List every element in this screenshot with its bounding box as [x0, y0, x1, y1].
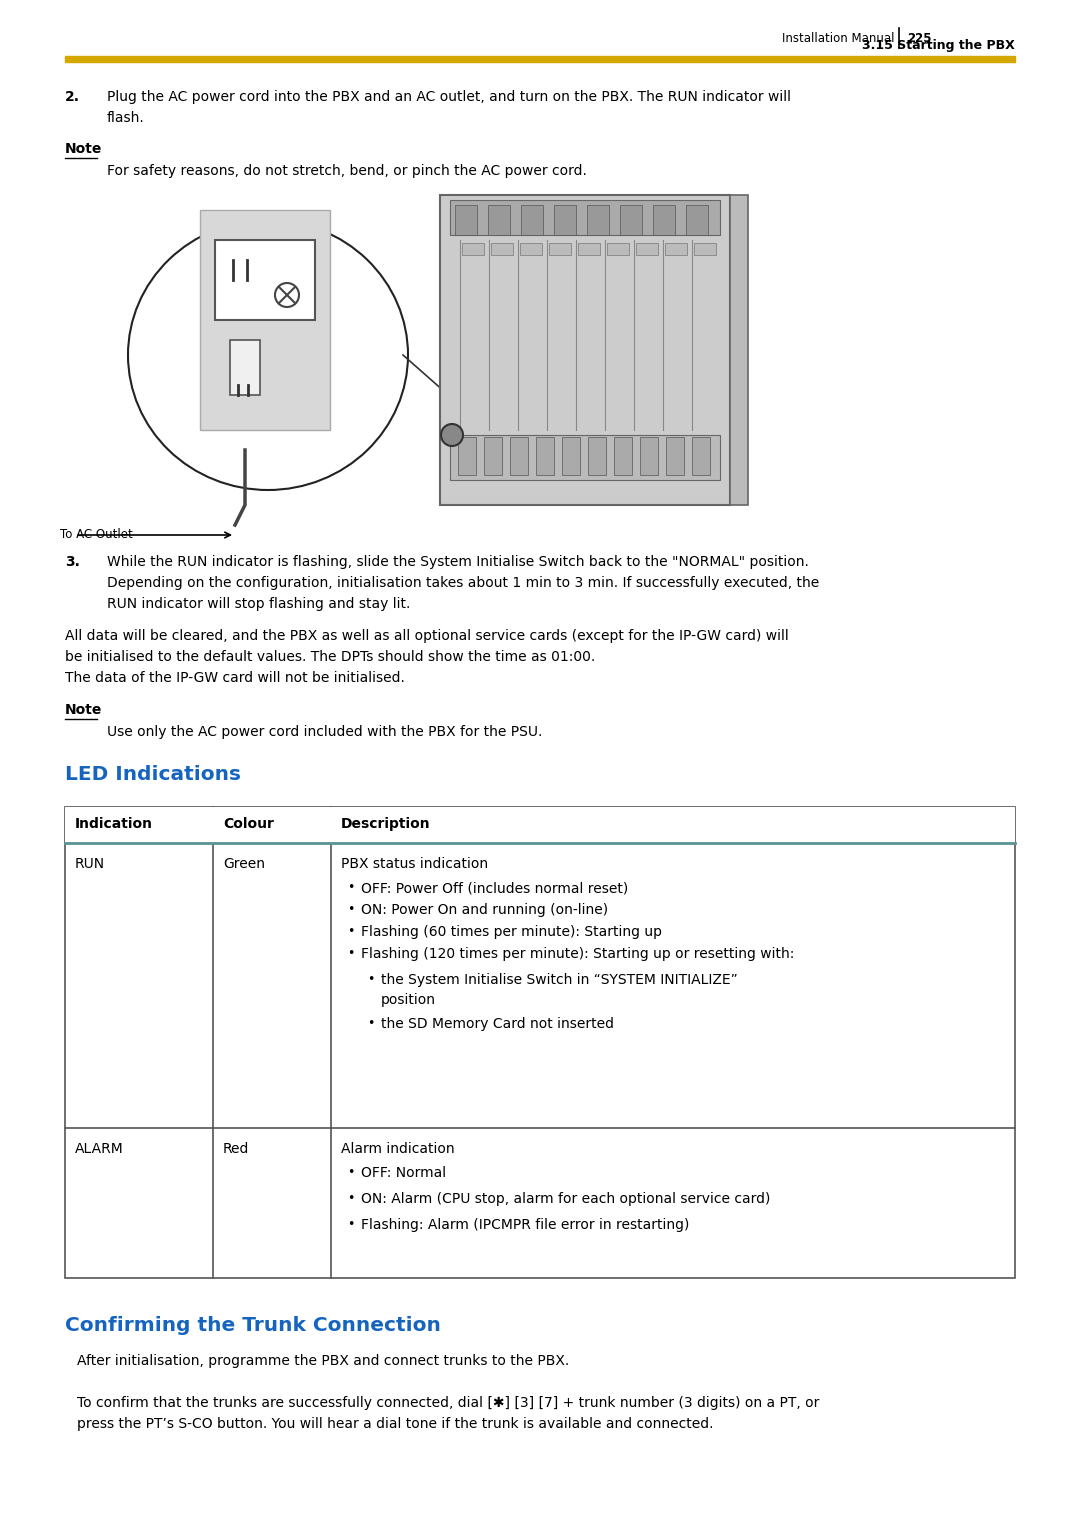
Text: To confirm that the trunks are successfully connected, dial [✱] [3] [7] + trunk : To confirm that the trunks are successfu…: [77, 1397, 820, 1410]
Bar: [450, 435, 720, 480]
Text: After initialisation, programme the PBX and connect trunks to the PBX.: After initialisation, programme the PBX …: [77, 1354, 569, 1368]
Bar: [491, 243, 513, 255]
Bar: [686, 205, 708, 235]
Text: 225: 225: [907, 32, 931, 44]
Text: •: •: [347, 947, 354, 960]
Text: Red: Red: [222, 1141, 249, 1157]
Bar: [65, 807, 1015, 843]
Text: •: •: [347, 1218, 354, 1232]
Text: 2.: 2.: [65, 90, 80, 104]
Text: To AC Outlet: To AC Outlet: [60, 529, 133, 541]
Bar: [521, 205, 543, 235]
Text: Plug the AC power cord into the PBX and an AC outlet, and turn on the PBX. The R: Plug the AC power cord into the PBX and …: [107, 90, 791, 104]
Text: •: •: [347, 924, 354, 938]
Text: PBX status indication: PBX status indication: [341, 857, 488, 871]
Bar: [578, 243, 600, 255]
Bar: [607, 243, 629, 255]
Bar: [554, 205, 576, 235]
Text: 3.: 3.: [65, 555, 80, 568]
Text: LED Indications: LED Indications: [65, 766, 241, 784]
Text: All data will be cleared, and the PBX as well as all optional service cards (exc: All data will be cleared, and the PBX as…: [65, 630, 788, 643]
Text: 3.15 Starting the PBX: 3.15 Starting the PBX: [862, 40, 1015, 52]
Text: •: •: [347, 903, 354, 915]
Text: Description: Description: [341, 817, 431, 831]
Bar: [458, 437, 476, 475]
Bar: [549, 243, 571, 255]
Text: Indication: Indication: [75, 817, 153, 831]
Text: Note: Note: [65, 142, 103, 156]
Text: Confirming the Trunk Connection: Confirming the Trunk Connection: [65, 1316, 441, 1335]
Bar: [455, 205, 477, 235]
Text: While the RUN indicator is flashing, slide the System Initialise Switch back to : While the RUN indicator is flashing, sli…: [107, 555, 809, 568]
Bar: [510, 437, 528, 475]
Bar: [462, 243, 484, 255]
Text: RUN: RUN: [75, 857, 105, 871]
Text: press the PT’s S-CO button. You will hear a dial tone if the trunk is available : press the PT’s S-CO button. You will hea…: [77, 1416, 714, 1432]
Bar: [615, 437, 632, 475]
Bar: [536, 437, 554, 475]
Text: flash.: flash.: [107, 112, 145, 125]
Text: position: position: [381, 993, 436, 1007]
Text: OFF: Normal: OFF: Normal: [361, 1166, 446, 1180]
Bar: [636, 243, 658, 255]
Bar: [450, 200, 720, 235]
Text: •: •: [347, 1166, 354, 1180]
Text: RUN indicator will stop flashing and stay lit.: RUN indicator will stop flashing and sta…: [107, 597, 410, 611]
Bar: [440, 196, 730, 504]
Bar: [620, 205, 642, 235]
Text: ALARM: ALARM: [75, 1141, 124, 1157]
Text: Note: Note: [65, 703, 103, 717]
Bar: [730, 196, 748, 504]
Bar: [488, 205, 510, 235]
Text: The data of the IP-GW card will not be initialised.: The data of the IP-GW card will not be i…: [65, 671, 405, 685]
Text: ON: Alarm (CPU stop, alarm for each optional service card): ON: Alarm (CPU stop, alarm for each opti…: [361, 1192, 770, 1206]
Bar: [588, 437, 606, 475]
Text: Flashing (60 times per minute): Starting up: Flashing (60 times per minute): Starting…: [361, 924, 662, 940]
Bar: [65, 807, 1015, 1277]
Text: •: •: [347, 1192, 354, 1206]
Bar: [588, 205, 609, 235]
Text: be initialised to the default values. The DPTs should show the time as 01:00.: be initialised to the default values. Th…: [65, 649, 595, 665]
Text: Flashing: Alarm (IPCMPR file error in restarting): Flashing: Alarm (IPCMPR file error in re…: [361, 1218, 689, 1232]
Bar: [653, 205, 675, 235]
Bar: [692, 437, 710, 475]
Text: •: •: [367, 1018, 375, 1030]
Text: OFF: Power Off (includes normal reset): OFF: Power Off (includes normal reset): [361, 882, 629, 895]
Bar: [640, 437, 658, 475]
Text: the SD Memory Card not inserted: the SD Memory Card not inserted: [381, 1018, 615, 1031]
Text: Alarm indication: Alarm indication: [341, 1141, 455, 1157]
Bar: [230, 341, 260, 396]
Bar: [200, 209, 330, 429]
Text: Depending on the configuration, initialisation takes about 1 min to 3 min. If su: Depending on the configuration, initiali…: [107, 576, 820, 590]
Bar: [666, 437, 684, 475]
Text: •: •: [367, 973, 375, 986]
Text: Use only the AC power cord included with the PBX for the PSU.: Use only the AC power cord included with…: [107, 724, 542, 740]
Text: Flashing (120 times per minute): Starting up or resetting with:: Flashing (120 times per minute): Startin…: [361, 947, 795, 961]
Bar: [562, 437, 580, 475]
Bar: [694, 243, 716, 255]
Text: the System Initialise Switch in “SYSTEM INITIALIZE”: the System Initialise Switch in “SYSTEM …: [381, 973, 738, 987]
Text: •: •: [347, 882, 354, 894]
Text: Colour: Colour: [222, 817, 274, 831]
Bar: [665, 243, 687, 255]
Circle shape: [441, 423, 463, 446]
Text: Green: Green: [222, 857, 265, 871]
Bar: [215, 240, 315, 319]
Bar: [519, 243, 542, 255]
Bar: [484, 437, 502, 475]
Bar: [65, 57, 1015, 63]
Text: For safety reasons, do not stretch, bend, or pinch the AC power cord.: For safety reasons, do not stretch, bend…: [107, 163, 586, 177]
Text: Installation Manual: Installation Manual: [783, 32, 895, 44]
Text: ON: Power On and running (on-line): ON: Power On and running (on-line): [361, 903, 608, 917]
